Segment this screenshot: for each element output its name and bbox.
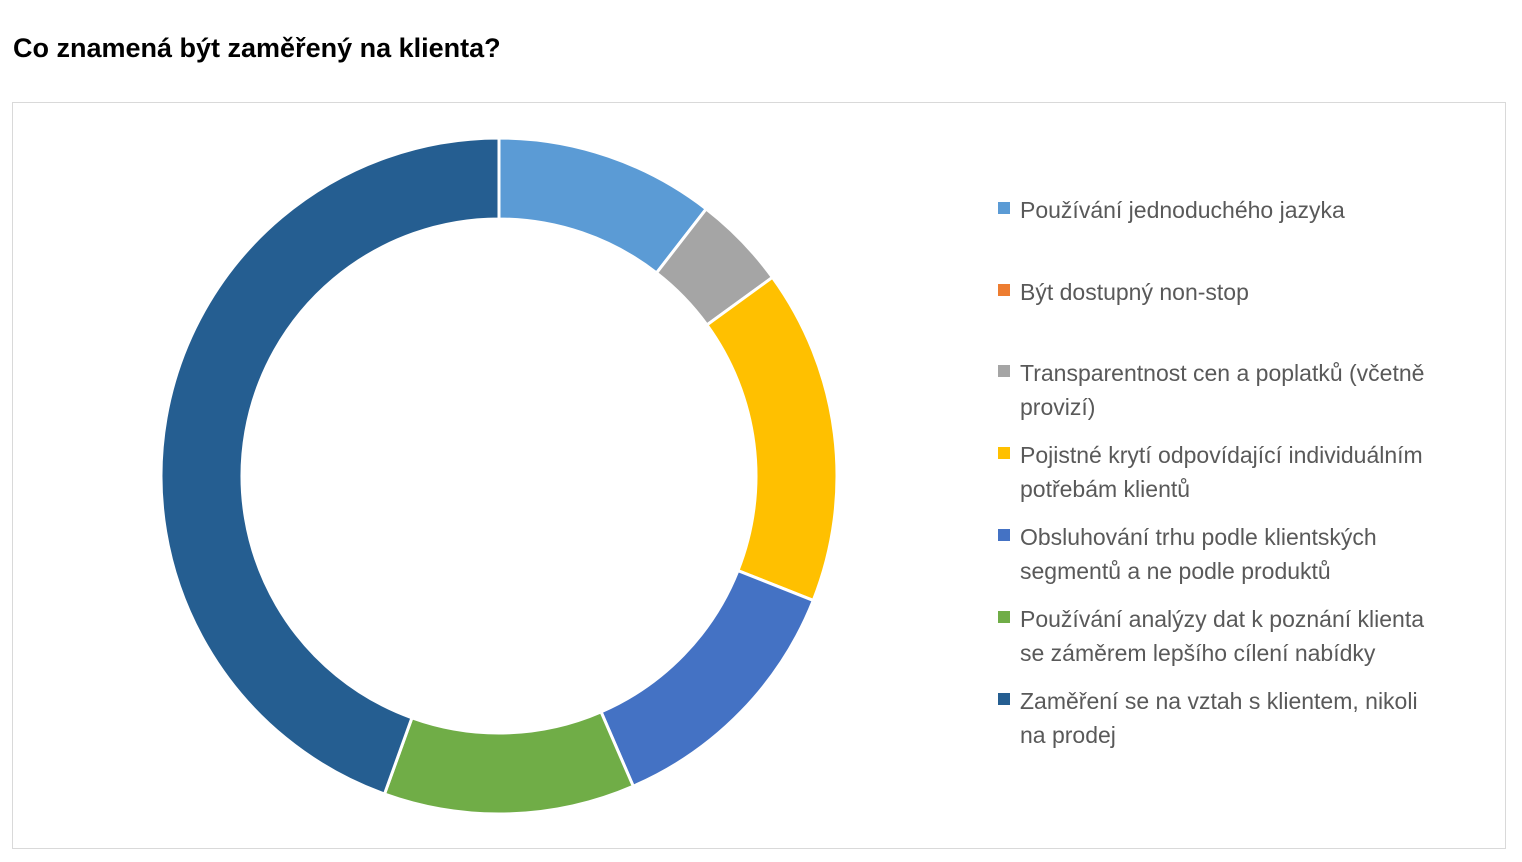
legend-label: Pojistné krytí odpovídající individuální… xyxy=(1020,438,1490,506)
legend-swatch xyxy=(998,447,1010,459)
legend-label: Používání analýzy dat k poznání klienta s… xyxy=(1020,602,1490,670)
legend-label-line: potřebám klientů xyxy=(1020,476,1191,502)
legend-label-line: na prodej xyxy=(1020,722,1116,748)
donut-slice-6 xyxy=(382,709,636,816)
donut-slices xyxy=(159,136,839,816)
legend-item: Používání analýzy dat k poznání klienta s… xyxy=(998,602,1498,670)
legend-item: Transparentnost cen a poplatků (včetně pr… xyxy=(998,356,1498,424)
legend-label-line: Používání analýzy dat k poznání klienta xyxy=(1020,606,1425,632)
legend-item: Zaměření se na vztah s klientem, nikoli n… xyxy=(998,684,1498,752)
legend-swatch xyxy=(998,365,1010,377)
legend-label: Používání jednoduchého jazyka xyxy=(1020,193,1490,227)
legend-label-line: Používání jednoduchého jazyka xyxy=(1020,197,1345,223)
legend-item: Používání jednoduchého jazyka xyxy=(998,193,1498,227)
chart-title: Co znamená být zaměřený na klienta? xyxy=(13,33,501,63)
legend-label-line: Obsluhování trhu podle klientských xyxy=(1020,524,1377,550)
legend-item: Být dostupný non-stop xyxy=(998,275,1498,309)
legend-swatch xyxy=(998,202,1010,214)
legend-swatch xyxy=(998,611,1010,623)
legend-swatch xyxy=(998,529,1010,541)
legend-label: Obsluhování trhu podle klientských segmen… xyxy=(1020,520,1490,588)
legend-label-line: se záměrem lepšího cílení nabídky xyxy=(1020,640,1376,666)
donut-slice-5 xyxy=(599,568,816,789)
legend-label-line: Zaměření se na vztah s klientem, nikoli xyxy=(1020,688,1418,714)
donut-slice-7 xyxy=(159,136,501,796)
legend-label-line: Transparentnost cen a poplatků (včetně xyxy=(1020,360,1425,386)
legend-label: Být dostupný non-stop xyxy=(1020,275,1490,309)
legend-label: Transparentnost cen a poplatků (včetně pr… xyxy=(1020,356,1490,424)
legend-label: Zaměření se na vztah s klientem, nikoli n… xyxy=(1020,684,1490,752)
legend-item: Pojistné krytí odpovídající individuální… xyxy=(998,438,1498,506)
legend-item: Obsluhování trhu podle klientských segmen… xyxy=(998,520,1498,588)
legend-label-line: segmentů a ne podle produktů xyxy=(1020,558,1331,584)
legend-label-line: Pojistné krytí odpovídající individuální… xyxy=(1020,442,1423,468)
legend-swatch xyxy=(998,284,1010,296)
legend-label-line: Být dostupný non-stop xyxy=(1020,279,1249,305)
legend-label-line: provizí) xyxy=(1020,394,1096,420)
donut-slice-4 xyxy=(704,275,839,603)
legend-swatch xyxy=(998,693,1010,705)
